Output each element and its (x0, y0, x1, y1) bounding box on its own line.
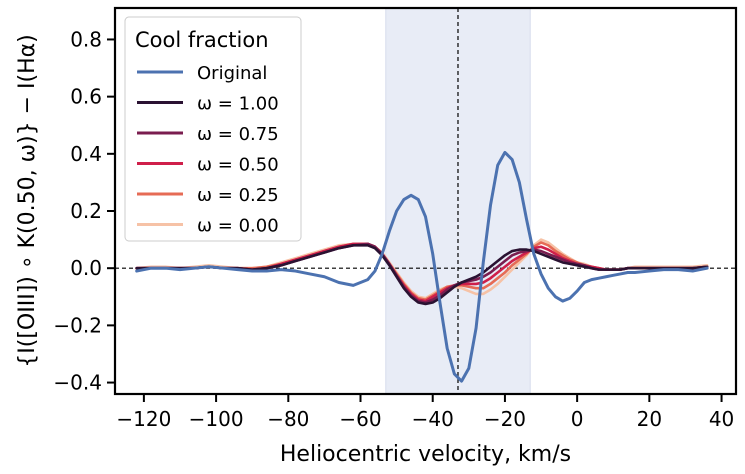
x-tick-label: −40 (412, 407, 454, 431)
y-tick-label: 0.4 (70, 142, 102, 166)
series-line-0 (135, 150, 709, 383)
y-tick-label: 0.6 (70, 85, 102, 109)
legend: Cool fraction Original ω = 1.00 ω = 0.75 ω … (124, 16, 302, 242)
legend-label-4: ω = 0.25 (197, 185, 279, 206)
series-lines (135, 150, 709, 383)
legend-label-2: ω = 0.75 (197, 124, 279, 145)
x-tick-label: −120 (116, 407, 171, 431)
x-tick-label: −60 (339, 407, 381, 431)
y-tick-label: −0.2 (53, 313, 102, 337)
x-tick-label: −80 (267, 407, 309, 431)
x-tick-label: 20 (637, 407, 662, 431)
legend-label-1: ω = 1.00 (197, 94, 279, 115)
legend-label-0: Original (197, 63, 267, 84)
axes-frame (113, 6, 738, 396)
legend-title: Cool fraction (135, 28, 269, 52)
y-axis-label: {I([OIII]) ∘ K(0.50, ω)} − I(Hα) (15, 34, 40, 367)
x-tick-label: −20 (484, 407, 526, 431)
x-axis-label: Heliocentric velocity, km/s (280, 442, 571, 467)
legend-label-3: ω = 0.50 (197, 155, 279, 176)
x-axis-ticks: −120 −100 −80 −60 −40 −20 0 20 40 (116, 394, 734, 431)
reference-lines (115, 8, 736, 394)
x-tick-label: −100 (189, 407, 244, 431)
series-line-1 (135, 244, 709, 306)
axes (113, 6, 738, 396)
y-tick-label: 0.0 (70, 256, 102, 280)
y-tick-label: 0.8 (70, 27, 102, 51)
legend-label-5: ω = 0.00 (197, 216, 279, 237)
x-tick-label: 40 (709, 407, 734, 431)
x-tick-label: 0 (571, 407, 584, 431)
y-tick-label: 0.2 (70, 199, 102, 223)
y-axis-ticks: −0.4 −0.2 0.0 0.2 0.4 0.6 0.8 (53, 27, 115, 395)
y-tick-label: −0.4 (53, 371, 102, 395)
